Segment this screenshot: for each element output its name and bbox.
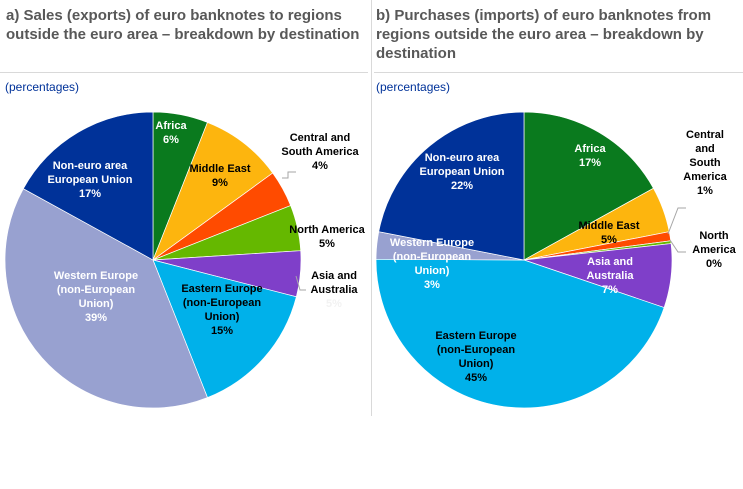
slice-value: 17% [578,157,602,169]
slice-label: Eastern Europe (non-European Union) 15% [177,282,267,338]
chart-a-unit: (percentages) [5,80,80,94]
pie-slice [4,188,208,409]
pie-slice [152,259,297,399]
chart-a-title: a) Sales (exports) of euro banknotes to … [6,7,360,43]
slice-category: Eastern Europe (non-European Union) [435,330,517,370]
slice-category: Western Europe (non-European Union) [53,270,139,310]
pie-slice [378,111,525,261]
pie-slice [523,111,654,261]
slice-label: North America 0% [692,229,735,271]
slice-label: Africa 17% [574,142,605,170]
slice-label: Central and South America 1% [683,128,726,198]
slice-value: 17% [78,188,102,200]
slice-label: Central and South America 4% [275,131,365,173]
slice-category: Africa [574,143,606,155]
slice-category: Western Europe (non-European Union) [389,237,475,277]
slice-category: Middle East [578,220,640,232]
slice-label: Asia and Australia 5% [289,269,379,311]
title-divider-b [374,72,743,73]
slice-value: 3% [424,279,440,291]
slice-category: Eastern Europe (non-European Union) [181,283,263,323]
leader-line [669,239,686,253]
pie-slice [152,121,274,261]
pie-slice [375,258,665,409]
leader-line [295,275,306,291]
chart-b-title: b) Purchases (imports) of euro banknotes… [376,7,712,62]
slice-value: 45% [464,372,488,384]
slice-value: 22% [450,180,474,192]
slice-category: Middle East [189,163,251,175]
pie-slice [22,111,154,261]
slice-category: Central and South America [281,132,359,158]
slice-value: 5% [319,238,335,250]
slice-value: 5% [326,298,342,310]
slice-value: 39% [84,312,108,324]
slice-label: Western Europe (non-European Union) 3% [387,236,477,292]
slice-value: 15% [210,325,234,337]
slice-label: Eastern Europe (non-European Union) 45% [431,329,521,385]
slice-value: 5% [601,234,617,246]
slice-category: Asia and Australia [310,270,358,296]
slice-value: 4% [312,160,328,172]
slice-category: North America [289,224,365,236]
slice-label: Non-euro area European Union 17% [45,159,135,201]
slice-value: 0% [706,258,722,270]
title-divider-a [0,72,368,73]
leader-line [282,171,296,179]
slice-category: North America [692,230,736,256]
leader-line [667,207,686,235]
slice-label: North America 5% [289,223,364,251]
panel-divider [371,0,372,416]
slice-label: Western Europe (non-European Union) 39% [51,269,141,325]
slice-category: Non-euro area European Union [419,152,505,178]
slice-label: Non-euro area European Union 22% [417,151,507,193]
slice-category: Non-euro area European Union [47,160,133,186]
slice-value: 6% [163,134,179,146]
slice-category: Asia and Australia [586,256,634,282]
slice-label: Asia and Australia 7% [565,255,655,297]
slice-category: Central and South America [683,129,727,183]
chart-b-unit: (percentages) [376,80,451,94]
slice-label: Africa 6% [155,119,186,147]
slice-value: 1% [697,185,713,197]
slice-category: Africa [155,120,187,132]
slice-label: Middle East 9% [189,162,250,190]
slice-value: 7% [602,284,618,296]
slice-value: 9% [212,177,228,189]
slice-label: Middle East 5% [578,219,639,247]
